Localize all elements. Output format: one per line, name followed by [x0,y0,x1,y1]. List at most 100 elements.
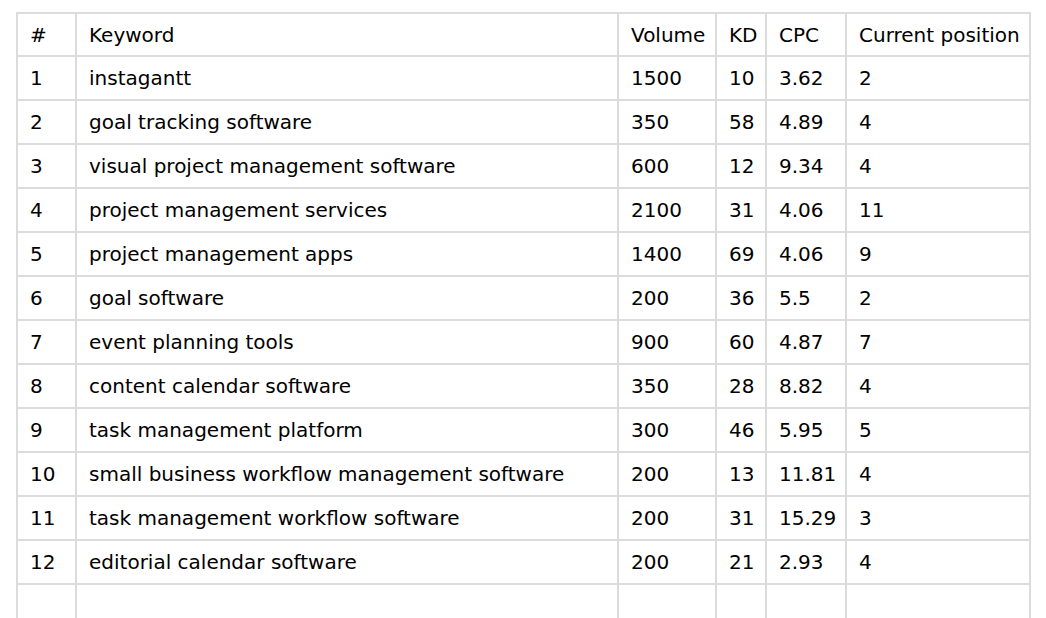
cell-kd: 69 [716,232,766,276]
cell-volume: 200 [618,452,716,496]
cell-current-position: 3 [846,496,1030,540]
column-header-current-position: Current position [846,13,1030,56]
cell-volume: 200 [618,540,716,584]
table-header-row: # Keyword Volume KD CPC Current position [17,13,1030,56]
table-row: 12editorial calendar software200212.934 [17,540,1030,584]
cell-volume: 1500 [618,56,716,100]
column-header-index: # [17,13,76,56]
column-header-keyword: Keyword [76,13,618,56]
cell-index: 11 [17,496,76,540]
cell-keyword: project management services [76,188,618,232]
cell-cpc: 8.82 [766,364,846,408]
cell-cpc: 2.93 [766,540,846,584]
cell-index [17,584,76,618]
cell-cpc: 9.34 [766,144,846,188]
cell-index: 7 [17,320,76,364]
cell-current-position: 2 [846,56,1030,100]
cell-kd: 36 [716,276,766,320]
table-row: 2goal tracking software350584.894 [17,100,1030,144]
cell-index: 12 [17,540,76,584]
cell-volume: 1400 [618,232,716,276]
cell-cpc: 15.29 [766,496,846,540]
cell-kd: 31 [716,496,766,540]
cell-index: 2 [17,100,76,144]
table-row: 10small business workflow management sof… [17,452,1030,496]
cell-current-position: 5 [846,408,1030,452]
table-row: 5project management apps1400694.069 [17,232,1030,276]
cell-cpc: 4.89 [766,100,846,144]
cell-index: 5 [17,232,76,276]
cell-index: 1 [17,56,76,100]
cell-kd: 21 [716,540,766,584]
cell-volume: 200 [618,276,716,320]
table-row: 6goal software200365.52 [17,276,1030,320]
cell-index: 8 [17,364,76,408]
cell-current-position: 4 [846,452,1030,496]
cell-kd: 28 [716,364,766,408]
cell-current-position: 4 [846,100,1030,144]
cell-cpc: 4.06 [766,232,846,276]
cell-volume: 350 [618,364,716,408]
table-row: 8content calendar software350288.824 [17,364,1030,408]
table-row-partial [17,584,1030,618]
cell-current-position: 4 [846,364,1030,408]
table-body: 1instagantt1500103.6222goal tracking sof… [17,56,1030,618]
table-row: 7event planning tools900604.877 [17,320,1030,364]
cell-volume: 350 [618,100,716,144]
cell-cpc [766,584,846,618]
cell-cpc: 5.5 [766,276,846,320]
cell-index: 9 [17,408,76,452]
cell-volume: 900 [618,320,716,364]
cell-current-position [846,584,1030,618]
cell-index: 4 [17,188,76,232]
cell-keyword: instagantt [76,56,618,100]
table-header: # Keyword Volume KD CPC Current position [17,13,1030,56]
cell-keyword: content calendar software [76,364,618,408]
cell-kd: 31 [716,188,766,232]
table-row: 11task management workflow software20031… [17,496,1030,540]
cell-kd [716,584,766,618]
cell-cpc: 5.95 [766,408,846,452]
cell-current-position: 2 [846,276,1030,320]
column-header-cpc: CPC [766,13,846,56]
cell-index: 6 [17,276,76,320]
cell-keyword: task management workflow software [76,496,618,540]
cell-keyword: visual project management software [76,144,618,188]
keyword-table: # Keyword Volume KD CPC Current position… [16,12,1031,618]
cell-cpc: 4.87 [766,320,846,364]
cell-kd: 10 [716,56,766,100]
cell-volume: 600 [618,144,716,188]
cell-volume: 2100 [618,188,716,232]
cell-keyword: small business workflow management softw… [76,452,618,496]
cell-kd: 12 [716,144,766,188]
cell-cpc: 4.06 [766,188,846,232]
table-row: 4project management services2100314.0611 [17,188,1030,232]
cell-kd: 58 [716,100,766,144]
cell-kd: 46 [716,408,766,452]
table-row: 9task management platform300465.955 [17,408,1030,452]
cell-index: 3 [17,144,76,188]
cell-cpc: 11.81 [766,452,846,496]
cell-keyword [76,584,618,618]
cell-volume: 200 [618,496,716,540]
cell-keyword: goal tracking software [76,100,618,144]
column-header-volume: Volume [618,13,716,56]
table-row: 1instagantt1500103.622 [17,56,1030,100]
cell-current-position: 4 [846,540,1030,584]
cell-keyword: editorial calendar software [76,540,618,584]
page: { "table": { "columns": ["#", "Keyword",… [0,0,1046,618]
cell-kd: 13 [716,452,766,496]
cell-keyword: event planning tools [76,320,618,364]
cell-volume: 300 [618,408,716,452]
cell-current-position: 11 [846,188,1030,232]
column-header-kd: KD [716,13,766,56]
table-row: 3visual project management software60012… [17,144,1030,188]
cell-volume [618,584,716,618]
cell-current-position: 7 [846,320,1030,364]
cell-keyword: goal software [76,276,618,320]
cell-keyword: task management platform [76,408,618,452]
cell-kd: 60 [716,320,766,364]
cell-keyword: project management apps [76,232,618,276]
cell-current-position: 4 [846,144,1030,188]
cell-cpc: 3.62 [766,56,846,100]
